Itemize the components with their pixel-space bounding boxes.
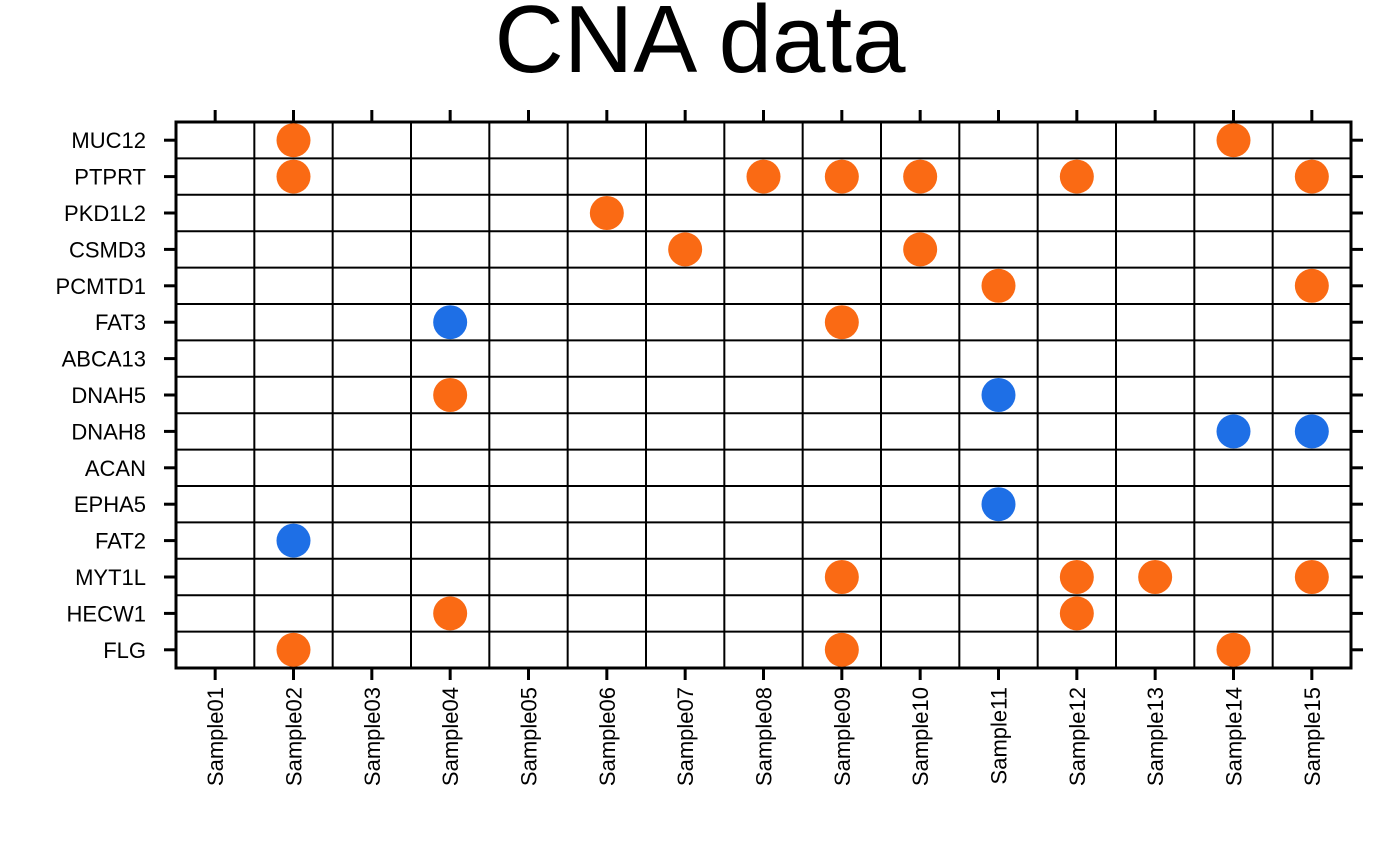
x-tick-label: Sample01 bbox=[203, 687, 228, 786]
data-point bbox=[1059, 560, 1094, 594]
x-tick-label: Sample08 bbox=[752, 687, 777, 786]
y-tick-label: DNAH5 bbox=[71, 383, 146, 408]
grid bbox=[174, 120, 1353, 670]
data-point bbox=[276, 123, 311, 158]
y-tick-label: FAT2 bbox=[95, 529, 146, 554]
data-point bbox=[1294, 159, 1329, 194]
y-tick-label: FLG bbox=[103, 638, 146, 663]
data-point bbox=[824, 159, 859, 194]
sample-axis-labels: Sample01 Sample02 Sample03 Sample04 Sample05… bbox=[203, 687, 1325, 786]
y-tick-label: EPHA5 bbox=[74, 492, 146, 517]
y-tick-label: ABCA13 bbox=[62, 347, 146, 372]
data-point bbox=[746, 159, 781, 194]
data-point bbox=[981, 378, 1016, 412]
y-tick-label: HECW1 bbox=[67, 601, 146, 626]
y-tick-label: PTPRT bbox=[74, 165, 146, 190]
gene-axis-labels: MUC12 PTPRT PKD1L2 CSMD3 PCMTD1 FAT3 ABCA13 DNA… bbox=[56, 128, 146, 663]
x-tick-label: Sample06 bbox=[595, 687, 620, 786]
x-tick-label: Sample13 bbox=[1143, 687, 1168, 786]
data-point bbox=[276, 523, 311, 558]
data-point bbox=[981, 268, 1016, 303]
data-point bbox=[824, 560, 859, 594]
data-point bbox=[276, 159, 311, 194]
data-point bbox=[1216, 414, 1251, 449]
x-tick-label: Sample03 bbox=[360, 687, 385, 786]
axis-ticks bbox=[164, 110, 1363, 680]
x-tick-label: Sample07 bbox=[673, 687, 698, 786]
y-tick-label: MYT1L bbox=[75, 565, 146, 590]
x-tick-label: Sample09 bbox=[830, 687, 855, 786]
data-point bbox=[1059, 159, 1094, 194]
data-point bbox=[433, 378, 468, 412]
data-point bbox=[1216, 123, 1251, 158]
data-point bbox=[1294, 414, 1329, 449]
data-point bbox=[589, 196, 624, 230]
y-tick-label: PKD1L2 bbox=[64, 201, 146, 226]
x-tick-label: Sample10 bbox=[908, 687, 933, 786]
data-point bbox=[1138, 560, 1173, 594]
y-tick-label: MUC12 bbox=[71, 128, 146, 153]
data-point bbox=[276, 632, 311, 667]
data-points bbox=[276, 123, 1329, 667]
x-tick-label: Sample11 bbox=[987, 687, 1012, 784]
x-tick-label: Sample05 bbox=[517, 687, 542, 786]
y-tick-label: DNAH8 bbox=[71, 419, 146, 444]
data-point bbox=[1294, 560, 1329, 594]
chart-title: CNA data bbox=[495, 0, 907, 93]
x-tick-label: Sample14 bbox=[1222, 687, 1247, 786]
x-tick-label: Sample12 bbox=[1065, 687, 1090, 786]
data-point bbox=[824, 632, 859, 667]
data-point bbox=[433, 305, 468, 340]
data-point bbox=[903, 232, 938, 267]
x-tick-label: Sample02 bbox=[282, 687, 307, 786]
data-point bbox=[668, 232, 703, 267]
plot-frame bbox=[174, 120, 1353, 670]
y-tick-label: PCMTD1 bbox=[56, 274, 146, 299]
y-tick-label: FAT3 bbox=[95, 310, 146, 335]
data-point bbox=[981, 487, 1016, 522]
x-tick-label: Sample15 bbox=[1300, 687, 1325, 786]
y-tick-label: ACAN bbox=[85, 456, 146, 481]
x-tick-label: Sample04 bbox=[438, 687, 463, 786]
data-point bbox=[1059, 596, 1094, 631]
data-point bbox=[824, 305, 859, 340]
data-point bbox=[1294, 268, 1329, 303]
data-point bbox=[433, 596, 468, 631]
y-tick-label: CSMD3 bbox=[69, 237, 146, 262]
data-point bbox=[903, 159, 938, 194]
data-point bbox=[1216, 632, 1251, 667]
